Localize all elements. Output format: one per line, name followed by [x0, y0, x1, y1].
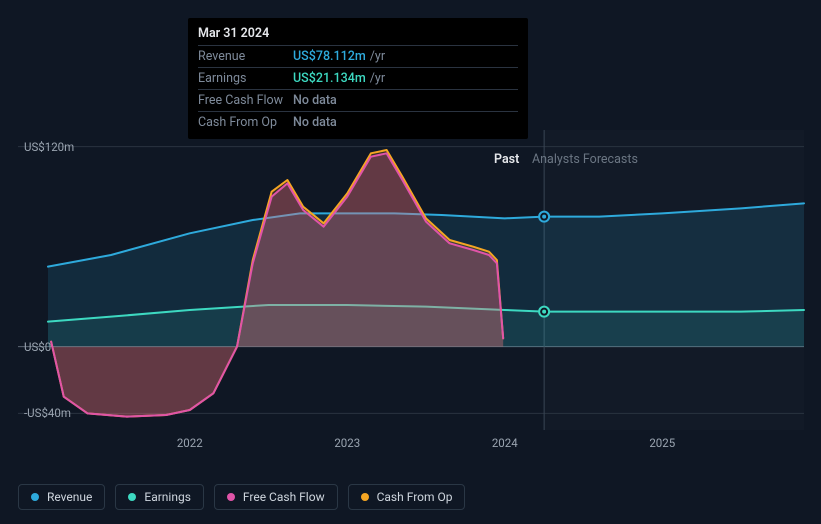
tooltip-metric-value: No data [293, 90, 518, 112]
tooltip-table: RevenueUS$78.112m/yrEarningsUS$21.134m/y… [198, 45, 518, 133]
tooltip-row: Cash From OpNo data [198, 112, 518, 134]
tooltip-date: Mar 31 2024 [198, 26, 518, 45]
legend-label: Cash From Op [377, 490, 453, 504]
tooltip-metric-value: US$78.112m/yr [293, 46, 518, 68]
tooltip-metric-label: Free Cash Flow [198, 90, 293, 112]
x-axis-tick: 2023 [334, 436, 360, 450]
tooltip-metric-label: Earnings [198, 68, 293, 90]
legend-dot [361, 493, 369, 501]
legend-label: Revenue [47, 490, 92, 504]
legend-item-free-cash-flow[interactable]: Free Cash Flow [214, 484, 338, 510]
legend-item-earnings[interactable]: Earnings [115, 484, 204, 510]
chart-area: US$120m US$0 -US$40m 2022 2023 2024 2025 [18, 120, 804, 450]
tooltip-row: EarningsUS$21.134m/yr [198, 68, 518, 90]
tooltip-metric-label: Cash From Op [198, 112, 293, 134]
tooltip-row: Free Cash FlowNo data [198, 90, 518, 112]
legend-label: Earnings [144, 490, 191, 504]
y-axis-tick: US$0 [24, 340, 51, 354]
legend-item-revenue[interactable]: Revenue [18, 484, 105, 510]
chart-svg [18, 120, 804, 450]
label-past: Past [494, 152, 519, 167]
legend-label: Free Cash Flow [243, 490, 325, 504]
y-axis-tick: -US$40m [24, 406, 71, 420]
x-axis-tick: 2025 [649, 436, 675, 450]
tooltip-metric-value: No data [293, 112, 518, 134]
legend: Revenue Earnings Free Cash Flow Cash From O… [18, 484, 465, 510]
legend-item-cash-from-op[interactable]: Cash From Op [348, 484, 466, 510]
y-axis-tick: US$120m [24, 140, 74, 154]
tooltip-metric-label: Revenue [198, 46, 293, 68]
legend-dot [31, 493, 39, 501]
x-axis-tick: 2022 [177, 436, 203, 450]
label-forecast: Analysts Forecasts [532, 152, 638, 167]
tooltip-row: RevenueUS$78.112m/yr [198, 46, 518, 68]
chart-tooltip: Mar 31 2024 RevenueUS$78.112m/yrEarnings… [188, 18, 528, 139]
legend-dot [227, 493, 235, 501]
legend-dot [128, 493, 136, 501]
x-axis-tick: 2024 [492, 436, 518, 450]
tooltip-metric-value: US$21.134m/yr [293, 68, 518, 90]
